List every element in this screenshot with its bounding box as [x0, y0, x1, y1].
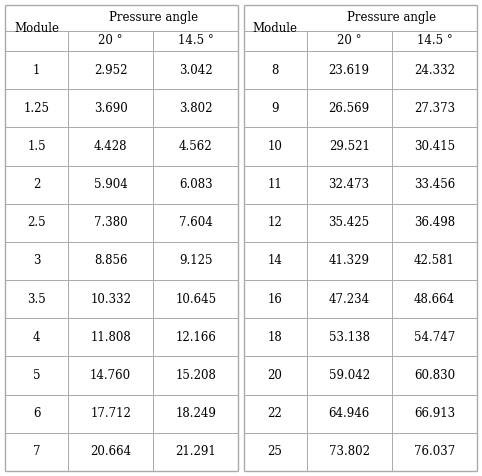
Text: 10.332: 10.332	[90, 293, 131, 306]
Text: 3.802: 3.802	[179, 102, 213, 115]
Text: 36.498: 36.498	[414, 216, 455, 229]
Text: 18.249: 18.249	[175, 407, 216, 420]
Text: 20 °: 20 °	[98, 34, 123, 48]
Text: 2.5: 2.5	[27, 216, 46, 229]
Text: 54.747: 54.747	[414, 331, 455, 344]
Text: 53.138: 53.138	[329, 331, 370, 344]
Text: 3: 3	[33, 255, 40, 268]
Text: 4.562: 4.562	[179, 140, 213, 153]
Text: 60.830: 60.830	[414, 369, 455, 382]
Text: 1: 1	[33, 64, 40, 77]
Text: 27.373: 27.373	[414, 102, 455, 115]
Text: 10.645: 10.645	[175, 293, 216, 306]
Text: 66.913: 66.913	[414, 407, 455, 420]
Text: 14.5 °: 14.5 °	[416, 34, 452, 48]
Text: 2.952: 2.952	[94, 64, 127, 77]
Text: 2: 2	[33, 178, 40, 191]
Text: 3.042: 3.042	[179, 64, 213, 77]
Text: 4.428: 4.428	[94, 140, 127, 153]
Text: 18: 18	[268, 331, 282, 344]
Text: 3.5: 3.5	[27, 293, 46, 306]
Text: 23.619: 23.619	[329, 64, 370, 77]
Text: 14.5 °: 14.5 °	[178, 34, 214, 48]
Text: 64.946: 64.946	[329, 407, 370, 420]
Text: 48.664: 48.664	[414, 293, 455, 306]
Text: 14.760: 14.760	[90, 369, 131, 382]
Text: 7: 7	[33, 446, 40, 458]
Text: 21.291: 21.291	[175, 446, 216, 458]
Text: 32.473: 32.473	[329, 178, 370, 191]
Text: 17.712: 17.712	[90, 407, 131, 420]
Text: 7.604: 7.604	[179, 216, 213, 229]
Text: 35.425: 35.425	[329, 216, 370, 229]
Text: 20.664: 20.664	[90, 446, 131, 458]
Text: Module: Module	[14, 21, 59, 34]
Text: Pressure angle: Pressure angle	[347, 11, 436, 24]
Text: 20: 20	[268, 369, 282, 382]
Text: 9.125: 9.125	[179, 255, 213, 268]
Text: 76.037: 76.037	[414, 446, 455, 458]
Text: 12.166: 12.166	[175, 331, 216, 344]
Text: 5.904: 5.904	[94, 178, 128, 191]
Text: 26.569: 26.569	[329, 102, 370, 115]
Text: 29.521: 29.521	[329, 140, 370, 153]
Text: 22: 22	[268, 407, 282, 420]
Text: 9: 9	[271, 102, 279, 115]
Text: 8.856: 8.856	[94, 255, 127, 268]
Text: 24.332: 24.332	[414, 64, 455, 77]
Text: 6.083: 6.083	[179, 178, 213, 191]
Text: 3.690: 3.690	[94, 102, 128, 115]
Text: Pressure angle: Pressure angle	[109, 11, 198, 24]
Text: 14: 14	[268, 255, 282, 268]
Text: 1.5: 1.5	[27, 140, 46, 153]
Text: 10: 10	[268, 140, 282, 153]
Text: 4: 4	[33, 331, 40, 344]
Text: 15.208: 15.208	[175, 369, 216, 382]
Text: 1.25: 1.25	[24, 102, 50, 115]
Text: 25: 25	[268, 446, 282, 458]
Text: 8: 8	[271, 64, 279, 77]
Text: 73.802: 73.802	[329, 446, 370, 458]
Text: 47.234: 47.234	[329, 293, 370, 306]
Text: 41.329: 41.329	[329, 255, 370, 268]
Text: Module: Module	[253, 21, 297, 34]
Text: 33.456: 33.456	[414, 178, 455, 191]
Text: 59.042: 59.042	[329, 369, 370, 382]
Text: 7.380: 7.380	[94, 216, 127, 229]
Text: 12: 12	[268, 216, 282, 229]
Text: 16: 16	[268, 293, 282, 306]
Text: 5: 5	[33, 369, 40, 382]
Text: 6: 6	[33, 407, 40, 420]
Text: 11: 11	[268, 178, 282, 191]
Text: 30.415: 30.415	[414, 140, 455, 153]
Text: 11.808: 11.808	[90, 331, 131, 344]
Text: 42.581: 42.581	[414, 255, 455, 268]
Text: 20 °: 20 °	[337, 34, 362, 48]
